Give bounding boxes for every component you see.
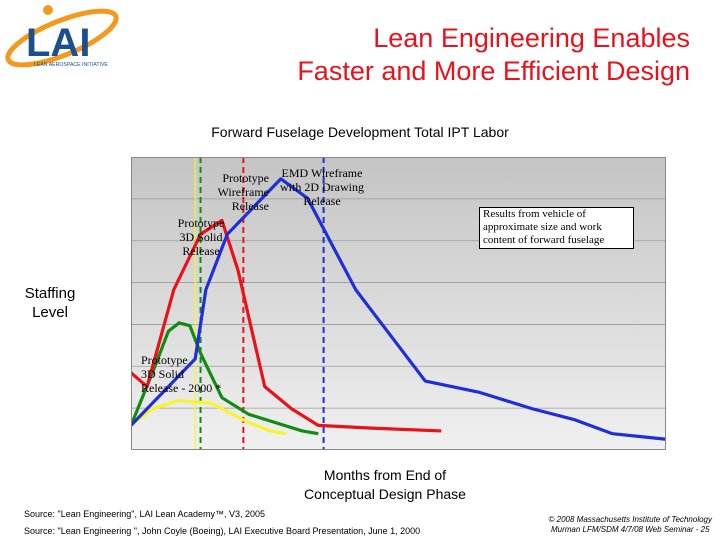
slide-title-line1: Lean Engineering Enables — [373, 23, 690, 53]
plot-border — [131, 157, 666, 450]
y-axis-label: Staffing Level — [24, 285, 76, 321]
annotation-line: Release — [303, 194, 341, 208]
copyright-line2: Murman LFM/SDM 4/7/08 Web Seminar - 25 — [550, 525, 710, 534]
series-line — [131, 218, 442, 433]
note-line: content of forward fuselage — [483, 234, 605, 246]
chart-plot-area — [131, 157, 666, 450]
series-line — [131, 321, 319, 436]
x-axis-label-line2: Conceptual Design Phase — [304, 486, 466, 502]
series-line — [131, 398, 287, 436]
series-line — [131, 177, 666, 441]
logo-orbit-dot-icon — [43, 5, 53, 15]
results-note: Results from vehicle of approximate size… — [479, 207, 634, 249]
annotation-line: Prototype — [141, 353, 188, 367]
lai-logo: LAI LEAN AEROSPACE INITIATIVE — [5, 5, 119, 68]
annotation-line: 3D Solid — [141, 367, 185, 381]
copyright-line1: © 2008 Massachusetts Institute of Techno… — [548, 515, 712, 524]
annotation-line: 3D Solid — [179, 230, 223, 244]
annotation-line: Release — [182, 244, 220, 258]
annotation-line: EMD Wireframe — [281, 166, 363, 180]
annotation-line: Prototype — [222, 171, 269, 185]
note-line: approximate size and work — [483, 221, 602, 233]
annotation-line: Prototype — [177, 216, 225, 230]
source-line-1: Source: "Lean Engineering", LAI Lean Aca… — [24, 509, 266, 519]
annotation-prototype-wireframe: Prototype Wireframe Release — [205, 171, 269, 213]
annotation-prototype-3d-solid-2000: Prototype 3D Solid Release - 2000 * — [141, 353, 241, 395]
annotation-line: Release — [231, 199, 269, 213]
annotation-line: with 2D Drawing — [280, 180, 364, 194]
chart-title: Forward Fuselage Development Total IPT L… — [211, 124, 509, 140]
copyright: © 2008 Massachusetts Institute of Techno… — [549, 515, 712, 535]
x-axis-label: Months from End of Conceptual Design Pha… — [230, 466, 540, 504]
plot-background — [131, 157, 666, 450]
slide-title: Lean Engineering Enables Faster and More… — [297, 22, 690, 88]
annotation-line: Wireframe — [217, 185, 269, 199]
note-line: Results from vehicle of — [483, 208, 586, 220]
annotation-prototype-3d-solid: Prototype 3D Solid Release — [168, 216, 234, 258]
series-lines — [131, 177, 666, 441]
slide-title-line2: Faster and More Efficient Design — [297, 56, 690, 86]
logo-text: LAI — [26, 21, 90, 65]
annotation-line: Release - 2000 * — [141, 381, 222, 395]
annotation-emd-wireframe: EMD Wireframe with 2D Drawing Release — [272, 166, 372, 208]
x-axis-label-line1: Months from End of — [323, 467, 447, 483]
logo-subtitle: LEAN AEROSPACE INITIATIVE — [34, 62, 108, 68]
source-line-2: Source: "Lean Engineering ", John Coyle … — [24, 526, 421, 536]
